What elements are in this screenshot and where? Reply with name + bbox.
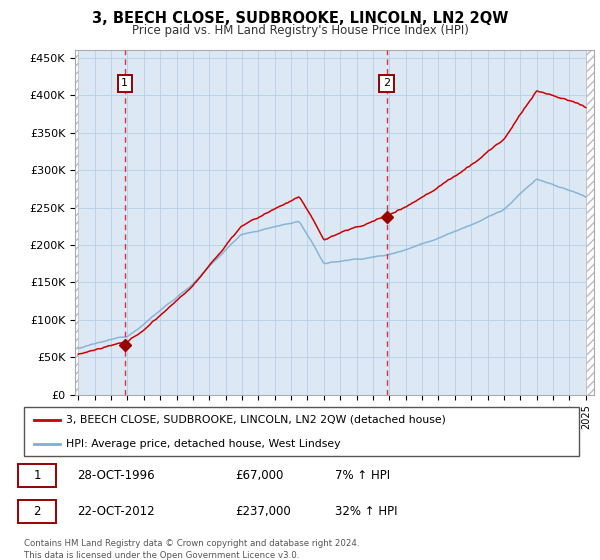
- Text: 7% ↑ HPI: 7% ↑ HPI: [335, 469, 390, 482]
- Text: 22-OCT-2012: 22-OCT-2012: [77, 505, 154, 518]
- FancyBboxPatch shape: [19, 500, 56, 523]
- Text: 3, BEECH CLOSE, SUDBROOKE, LINCOLN, LN2 2QW: 3, BEECH CLOSE, SUDBROOKE, LINCOLN, LN2 …: [92, 11, 508, 26]
- Text: 32% ↑ HPI: 32% ↑ HPI: [335, 505, 397, 518]
- Text: 3, BEECH CLOSE, SUDBROOKE, LINCOLN, LN2 2QW (detached house): 3, BEECH CLOSE, SUDBROOKE, LINCOLN, LN2 …: [65, 415, 445, 425]
- Text: HPI: Average price, detached house, West Lindsey: HPI: Average price, detached house, West…: [65, 438, 340, 449]
- FancyBboxPatch shape: [24, 407, 579, 456]
- Text: 1: 1: [121, 78, 128, 88]
- Text: 2: 2: [34, 505, 41, 518]
- FancyBboxPatch shape: [19, 464, 56, 487]
- Text: 28-OCT-1996: 28-OCT-1996: [77, 469, 154, 482]
- Text: £237,000: £237,000: [235, 505, 290, 518]
- Text: £67,000: £67,000: [235, 469, 283, 482]
- Text: 2: 2: [383, 78, 390, 88]
- Text: 1: 1: [34, 469, 41, 482]
- Text: Price paid vs. HM Land Registry's House Price Index (HPI): Price paid vs. HM Land Registry's House …: [131, 24, 469, 36]
- Text: Contains HM Land Registry data © Crown copyright and database right 2024.
This d: Contains HM Land Registry data © Crown c…: [24, 539, 359, 559]
